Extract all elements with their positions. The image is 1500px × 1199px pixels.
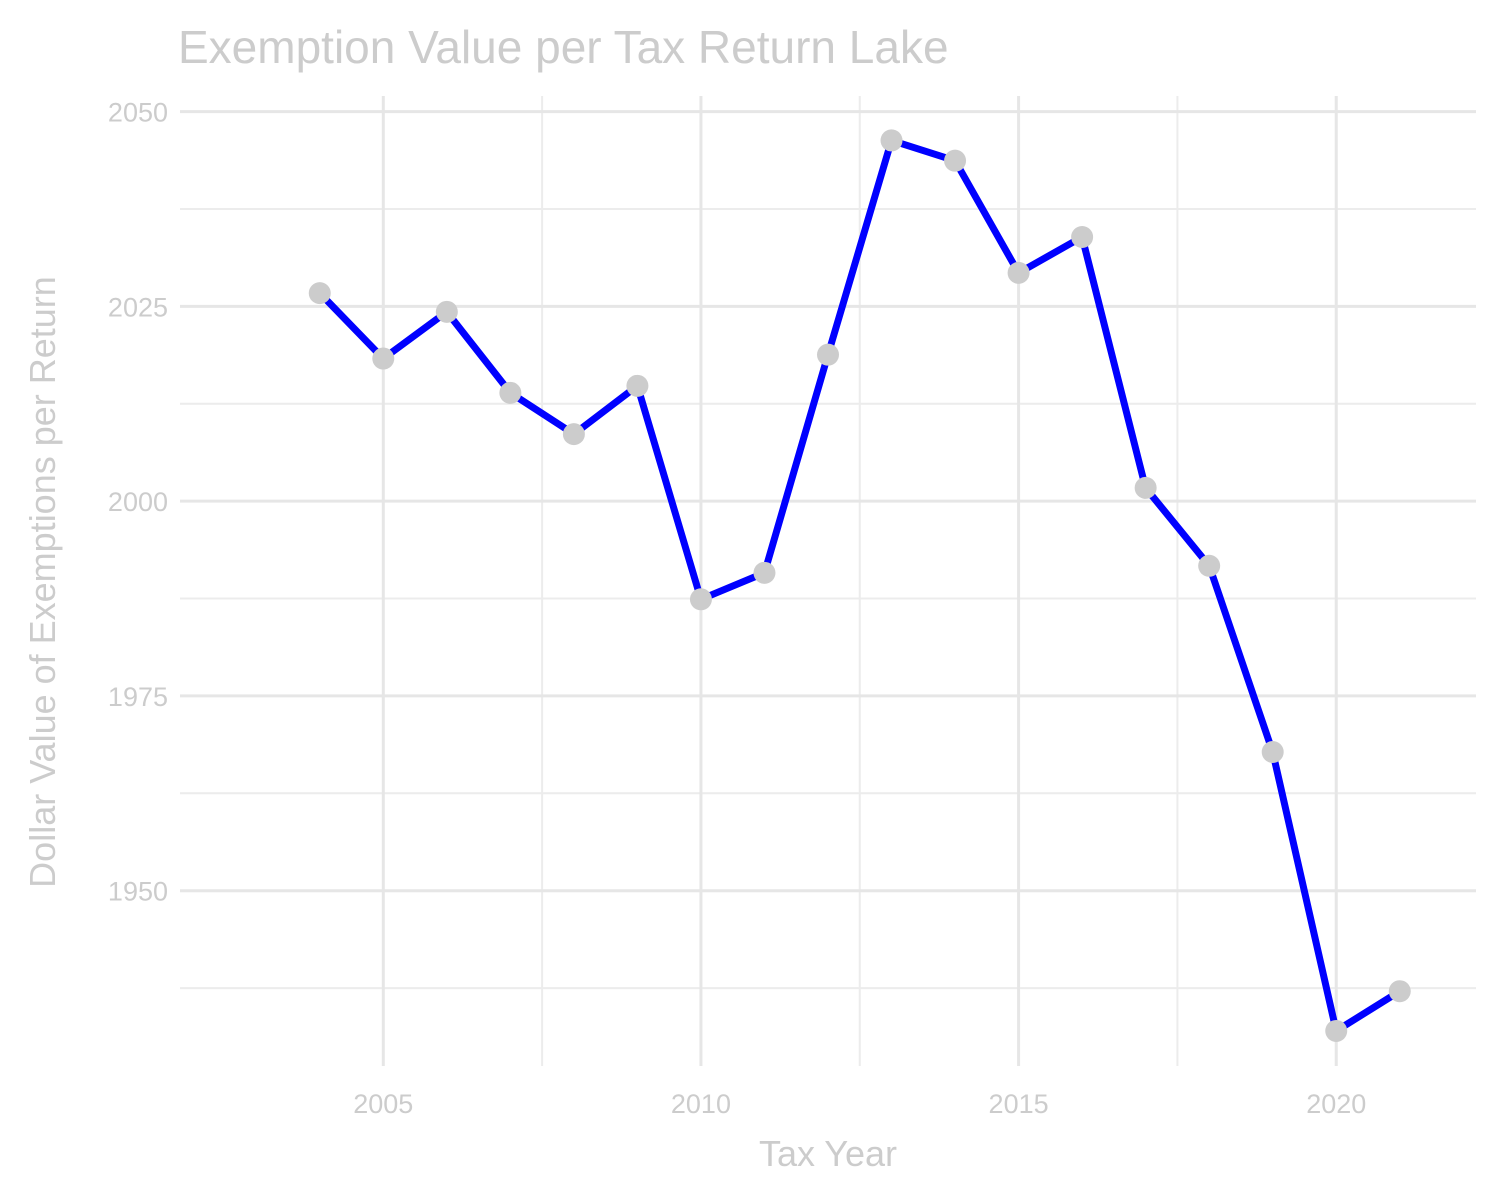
x-tick-label: 2015 — [989, 1089, 1049, 1119]
x-axis-ticks: 2005 2010 2015 2020 — [353, 1089, 1366, 1119]
y-tick-label: 1975 — [108, 682, 168, 712]
data-point — [689, 588, 712, 611]
data-point — [944, 149, 967, 172]
data-point — [1261, 741, 1284, 764]
data-point — [1198, 554, 1221, 577]
y-tick-label: 2025 — [108, 292, 168, 322]
y-axis-label: Dollar Value of Exemptions per Return — [22, 276, 63, 888]
data-point — [626, 374, 649, 397]
data-point — [1007, 261, 1030, 284]
data-point — [753, 561, 776, 584]
data-point — [1388, 980, 1411, 1003]
series — [308, 129, 1411, 1042]
data-point — [1134, 476, 1157, 499]
y-axis-ticks: 1950 1975 2000 2025 2050 — [108, 98, 168, 907]
data-point — [817, 343, 839, 366]
series-line — [316, 136, 1404, 1035]
x-axis-label: Tax Year — [759, 1133, 897, 1174]
y-tick-label: 2050 — [108, 98, 168, 128]
x-tick-label: 2010 — [671, 1089, 731, 1119]
data-point — [1325, 1019, 1348, 1042]
y-tick-label: 1950 — [108, 877, 168, 907]
data-point — [1071, 226, 1094, 249]
data-point — [880, 129, 903, 152]
data-point — [562, 423, 585, 446]
x-tick-label: 2005 — [353, 1089, 413, 1119]
data-point — [435, 300, 458, 323]
x-tick-label: 2020 — [1306, 1089, 1366, 1119]
data-point — [499, 381, 522, 404]
chart-title: Exemption Value per Tax Return Lake — [178, 21, 949, 73]
data-point — [308, 282, 331, 305]
data-point — [372, 347, 395, 370]
grid — [180, 96, 1476, 1066]
y-tick-label: 2000 — [108, 487, 168, 517]
